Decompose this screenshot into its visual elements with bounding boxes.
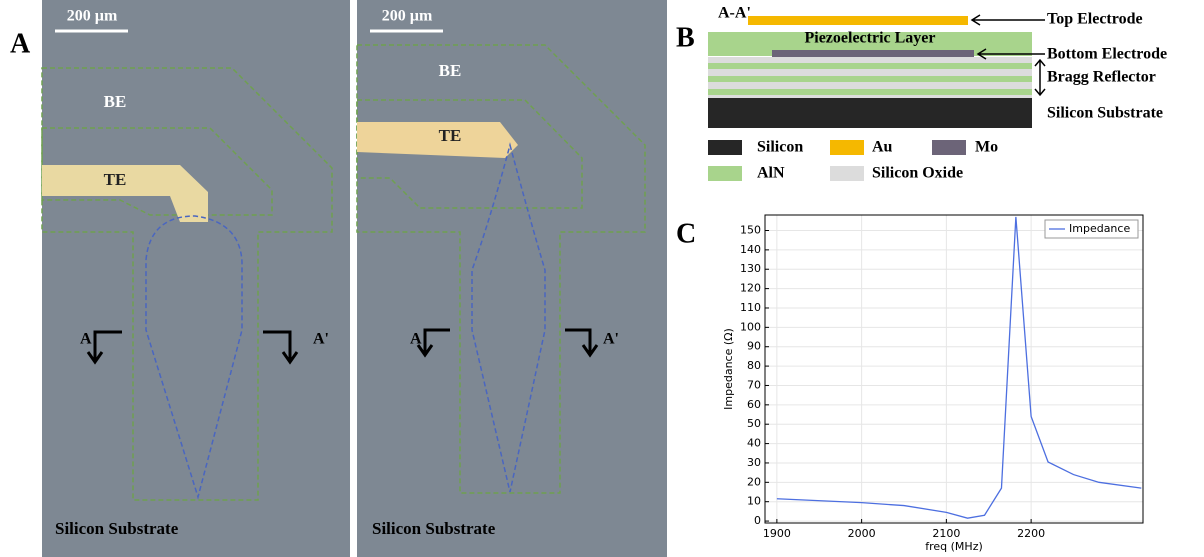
x-tick-label: 1900: [763, 527, 791, 540]
micrograph-left: 200 µm BE TE A A' Silicon Substrate: [41, 0, 350, 557]
cross-section: B A-A' Piezoelectric Layer Top Electrode…: [676, 5, 1167, 182]
annotation: Bottom Electrode: [1047, 46, 1167, 63]
legend-label: Au: [872, 139, 893, 156]
y-tick-label: 110: [740, 301, 761, 314]
substrate-label: Silicon Substrate: [372, 519, 496, 538]
cut-label: A: [80, 331, 92, 348]
y-tick-label: 0: [754, 514, 761, 527]
cut-label: A: [410, 331, 422, 348]
y-tick-label: 30: [747, 456, 761, 469]
legend-label: AlN: [757, 165, 785, 182]
substrate-label: Silicon Substrate: [55, 519, 179, 538]
x-tick-label: 2100: [932, 527, 960, 540]
y-tick-label: 10: [747, 495, 761, 508]
cut-label: A': [603, 331, 619, 348]
scale-bar-label: 200 µm: [382, 8, 433, 25]
scale-bar-label: 200 µm: [67, 8, 118, 25]
y-tick-label: 70: [747, 378, 761, 391]
micrograph-right: 200 µm BE TE A A' Silicon Substrate: [356, 0, 667, 557]
section-label: A-A': [718, 5, 751, 22]
plot-frame: [764, 214, 1144, 524]
y-tick-label: 130: [740, 262, 761, 275]
layer-label: Piezoelectric Layer: [804, 30, 935, 47]
y-axis-label: Impedance (Ω): [722, 328, 735, 410]
legend-label: Impedance: [1069, 222, 1130, 235]
panel-label: C: [676, 218, 696, 249]
x-axis-label: freq (MHz): [925, 540, 983, 553]
be-label: BE: [439, 61, 462, 80]
y-tick-label: 90: [747, 340, 761, 353]
y-tick-label: 100: [740, 320, 761, 333]
y-tick-label: 80: [747, 359, 761, 372]
y-tick-label: 40: [747, 437, 761, 450]
y-tick-label: 140: [740, 243, 761, 256]
legend-label: Mo: [975, 139, 998, 156]
legend-label: Silicon: [757, 139, 803, 156]
annotation: Bragg Reflector: [1047, 69, 1156, 86]
y-tick-label: 20: [747, 475, 761, 488]
annotation: Top Electrode: [1047, 11, 1143, 28]
y-tick-label: 50: [747, 417, 761, 430]
x-tick-label: 2200: [1017, 527, 1045, 540]
data-line: [776, 216, 1142, 519]
te-label: TE: [439, 126, 462, 145]
panel-label: B: [676, 22, 695, 53]
y-tick-label: 60: [747, 398, 761, 411]
x-tick-label: 2000: [848, 527, 876, 540]
y-tick-label: 150: [740, 223, 761, 236]
y-tick-label: 120: [740, 282, 761, 295]
panel-label: A: [10, 28, 31, 59]
be-label: BE: [104, 92, 127, 111]
legend-label: Silicon Oxide: [872, 165, 963, 182]
cut-label: A': [313, 331, 329, 348]
legend-box: [1044, 219, 1139, 239]
annotation: Silicon Substrate: [1047, 105, 1163, 122]
te-label: TE: [104, 170, 127, 189]
chart: 0 10 20 30 40 50 60 70 80 90 100 110 120 130 140 150 190…: [722, 214, 1144, 553]
